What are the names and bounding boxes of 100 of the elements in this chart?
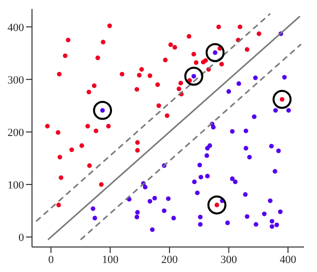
point	[278, 210, 283, 214]
point	[276, 148, 281, 154]
point	[195, 190, 200, 196]
point	[230, 176, 235, 181]
point	[171, 216, 176, 220]
point	[252, 114, 257, 120]
x-tick-label: 300	[220, 254, 238, 266]
point	[95, 56, 100, 60]
y-tick-label: 0	[18, 232, 24, 244]
point	[197, 162, 202, 168]
x-tick-label: 100	[102, 254, 119, 266]
point	[206, 43, 225, 62]
point	[211, 124, 216, 130]
point	[191, 52, 196, 56]
point	[62, 53, 68, 58]
point	[178, 80, 184, 86]
point	[58, 154, 62, 160]
point	[58, 175, 64, 180]
point	[56, 202, 61, 208]
point	[135, 148, 140, 153]
x-tick-label: 0	[48, 254, 54, 266]
point	[152, 196, 157, 200]
point	[273, 108, 278, 113]
point	[45, 124, 50, 128]
y-tick-label: 300	[8, 74, 24, 86]
point	[268, 198, 273, 204]
point	[253, 76, 258, 80]
point	[148, 198, 152, 204]
point	[92, 216, 98, 220]
point	[100, 40, 106, 44]
point	[270, 224, 274, 229]
point	[86, 90, 92, 94]
y-tick-label: 200	[8, 126, 24, 139]
point	[203, 58, 208, 63]
point	[244, 146, 248, 151]
point	[150, 227, 155, 232]
point	[282, 75, 287, 80]
point	[194, 60, 198, 65]
point	[136, 72, 142, 78]
point	[186, 34, 192, 39]
point	[244, 214, 250, 219]
point	[176, 86, 182, 92]
point	[155, 82, 160, 87]
x-tick-label: 200	[161, 254, 178, 266]
point	[192, 180, 197, 184]
point	[274, 222, 280, 228]
point	[79, 143, 84, 148]
point	[56, 72, 62, 76]
point	[204, 153, 210, 158]
point	[184, 66, 204, 86]
y-tick-label: 100	[8, 179, 24, 192]
point	[230, 129, 235, 134]
point	[99, 182, 104, 187]
point	[198, 174, 204, 180]
point	[142, 184, 148, 190]
point	[243, 192, 248, 197]
point	[172, 45, 178, 50]
point	[205, 146, 210, 151]
point	[148, 73, 152, 78]
point	[134, 87, 140, 92]
point	[162, 208, 166, 214]
point	[94, 128, 98, 134]
point	[198, 222, 203, 227]
point	[272, 169, 278, 174]
point	[226, 89, 232, 94]
point	[168, 42, 173, 48]
point	[236, 81, 242, 86]
point	[262, 212, 267, 216]
point	[90, 206, 96, 211]
point	[164, 113, 170, 118]
point	[139, 67, 144, 72]
point	[286, 108, 291, 113]
point	[93, 100, 112, 120]
point	[205, 174, 210, 178]
point	[216, 24, 221, 30]
point	[85, 124, 90, 128]
point	[87, 163, 92, 168]
point	[198, 214, 203, 220]
point	[270, 218, 274, 224]
point	[134, 214, 140, 220]
point	[254, 222, 258, 227]
point	[238, 24, 242, 30]
point	[225, 220, 230, 226]
point	[66, 38, 70, 42]
point	[156, 103, 162, 108]
point	[163, 58, 168, 62]
x-tick-label: 400	[280, 254, 297, 266]
point	[244, 128, 248, 134]
point	[269, 144, 274, 148]
point	[135, 210, 140, 215]
point	[120, 72, 124, 76]
y-tick-label: 400	[8, 22, 24, 34]
point	[244, 47, 250, 52]
point	[256, 31, 262, 36]
point	[135, 140, 140, 145]
point	[69, 148, 74, 152]
point	[207, 195, 226, 214]
point	[166, 196, 171, 201]
point	[272, 90, 292, 109]
point	[247, 154, 252, 160]
